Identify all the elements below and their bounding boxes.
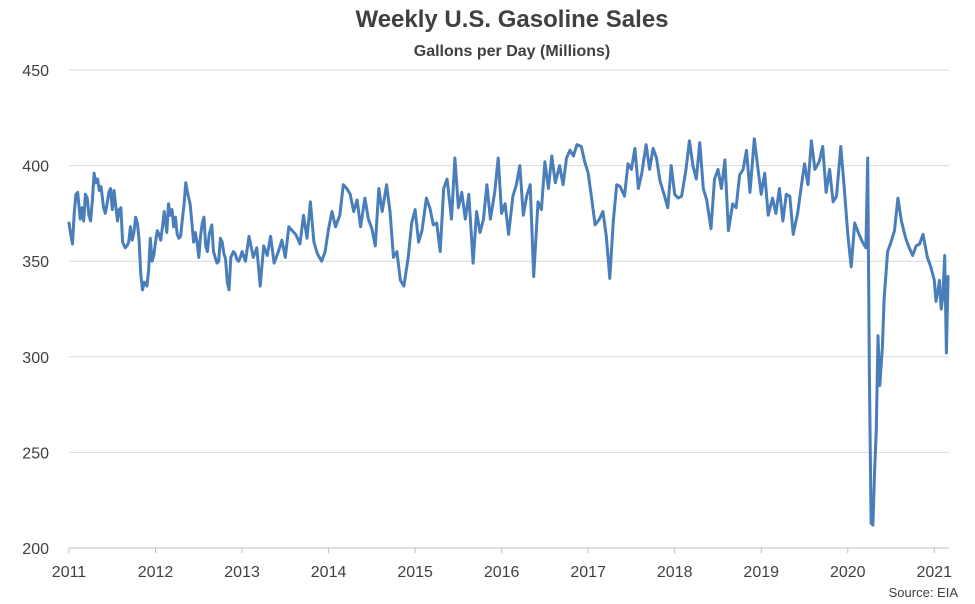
x-tick-label: 2014: [311, 564, 347, 581]
x-tick-label: 2011: [52, 564, 87, 581]
x-tick-label: 2012: [138, 564, 174, 581]
x-tick-label: 2013: [224, 564, 260, 581]
y-tick-label: 200: [22, 541, 49, 558]
y-tick-label: 350: [22, 254, 49, 271]
y-tick-label: 400: [22, 159, 49, 176]
x-tick-label: 2020: [830, 564, 866, 581]
y-tick-label: 300: [22, 350, 49, 367]
x-tick-label: 2019: [743, 564, 779, 581]
x-tick-label: 2017: [570, 564, 606, 581]
y-tick-label: 250: [22, 445, 49, 462]
chart-title: Weekly U.S. Gasoline Sales: [355, 6, 669, 33]
y-axis-ticks: 200 250 300 350 400 450: [22, 63, 49, 558]
grid-lines: [69, 69, 949, 453]
series-layer: [67, 137, 950, 527]
x-axis-ticks: 2011 2012 2013 2014 2015 2016 2017 2018 2019 2020…: [52, 548, 952, 581]
source-note: Source: EIA: [888, 585, 958, 600]
y-tick-label: 450: [22, 63, 49, 80]
x-tick-label: 2016: [484, 564, 520, 581]
series-line: [67, 137, 950, 527]
x-tick-label: 2018: [657, 564, 693, 581]
x-tick-label: 2021: [916, 564, 952, 581]
chart-subtitle: Gallons per Day (Millions): [413, 43, 611, 60]
x-tick-label: 2015: [397, 564, 433, 581]
